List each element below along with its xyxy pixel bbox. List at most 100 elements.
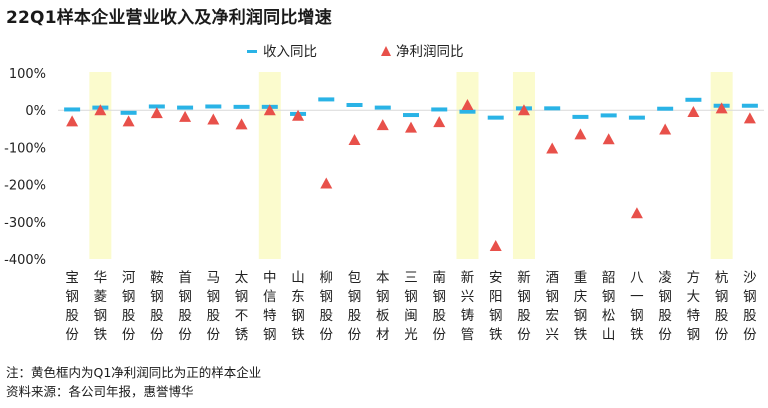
- revenue-point: [403, 113, 419, 118]
- profit-point: [433, 116, 446, 128]
- x-tick-char: 股: [65, 308, 79, 324]
- x-tick-char: 份: [432, 327, 446, 343]
- x-tick-char: 份: [658, 327, 672, 343]
- revenue-point: [487, 115, 504, 120]
- x-tick-char: 钢: [178, 289, 192, 305]
- revenue-point: [600, 113, 617, 118]
- revenue-point: [205, 104, 222, 109]
- x-tick-char: 钢: [743, 289, 757, 305]
- profit-point: [687, 106, 700, 118]
- x-tick-char: 沙: [743, 270, 757, 286]
- x-tick-char: 酒: [545, 270, 559, 286]
- x-tick-char: 钢: [404, 289, 418, 305]
- x-tick-char: 股: [432, 308, 446, 324]
- profit-point: [179, 110, 192, 122]
- profit-point: [715, 102, 728, 114]
- x-tick-char: 钢: [687, 327, 701, 343]
- x-tick-char: 钢: [65, 289, 79, 305]
- x-tick-char: 兴: [545, 327, 559, 343]
- profit-point: [207, 113, 220, 125]
- profit-point: [292, 109, 305, 121]
- legend-profit-label: 净利润同比: [396, 44, 464, 60]
- revenue-point: [64, 107, 81, 112]
- x-tick-char: 山: [291, 270, 305, 286]
- revenue-point: [431, 107, 448, 112]
- mark-layer: [64, 97, 758, 251]
- highlight-band: [258, 72, 281, 259]
- x-tick-char: 钢: [630, 308, 644, 324]
- x-tick-char: 钢: [658, 289, 672, 305]
- x-tick-char: 股: [122, 308, 136, 324]
- x-tick-char: 宝: [65, 270, 79, 286]
- revenue-point: [177, 105, 194, 110]
- profit-point: [546, 142, 559, 154]
- highlight-band: [456, 72, 479, 259]
- profit-point: [659, 123, 672, 135]
- axis-layer: 100%0%-100%-200%-300%-400%宝钢股份华菱钢铁河钢股份鞍钢…: [4, 67, 764, 343]
- x-tick-char: 份: [517, 327, 531, 343]
- x-tick-char: 信: [263, 289, 277, 305]
- x-tick-char: 钢: [517, 289, 531, 305]
- x-tick-char: 股: [517, 308, 531, 324]
- x-tick-char: 钢: [122, 289, 136, 305]
- x-tick-char: 股: [207, 308, 221, 324]
- x-tick-char: 钢: [376, 289, 390, 305]
- profit-point: [517, 104, 530, 116]
- revenue-point: [346, 102, 363, 107]
- x-tick-char: 铸: [461, 308, 475, 324]
- x-tick-char: 兴: [461, 289, 475, 305]
- profit-point: [320, 177, 333, 189]
- x-tick-char: 钢: [150, 289, 164, 305]
- x-tick-char: 钢: [602, 289, 616, 305]
- source-note: 资料来源：各公司年报，惠誉博华: [6, 384, 194, 399]
- x-tick-char: 马: [207, 270, 221, 286]
- x-tick-char: 山: [602, 327, 616, 343]
- x-tick-char: 股: [320, 308, 334, 324]
- x-tick-char: 股: [178, 308, 192, 324]
- x-tick-char: 八: [630, 270, 644, 286]
- x-tick-char: 钢: [207, 289, 221, 305]
- x-tick-char: 光: [404, 327, 418, 343]
- profit-point: [94, 104, 107, 116]
- legend-revenue-marker: [247, 50, 257, 53]
- revenue-point: [148, 104, 165, 109]
- x-tick-char: 材: [376, 327, 390, 343]
- x-tick-char: 铁: [489, 327, 503, 343]
- x-tick-char: 份: [207, 327, 221, 343]
- x-tick-char: 钢: [432, 289, 446, 305]
- x-tick-char: 份: [65, 327, 79, 343]
- highlight-band: [512, 72, 535, 259]
- profit-point: [235, 118, 248, 130]
- profit-point: [461, 98, 474, 110]
- legend: 收入同比 净利润同比: [247, 44, 464, 60]
- x-tick-char: 份: [150, 327, 164, 343]
- x-tick-char: 凌: [658, 270, 672, 286]
- x-tick-char: 太: [235, 270, 249, 286]
- revenue-point: [657, 106, 674, 111]
- y-tick-label: -400%: [4, 253, 46, 268]
- x-tick-char: 份: [320, 327, 334, 343]
- revenue-point: [685, 97, 702, 102]
- x-tick-char: 宏: [545, 308, 559, 324]
- revenue-point: [233, 104, 250, 109]
- x-tick-char: 钢: [320, 289, 334, 305]
- x-tick-char: 股: [715, 308, 729, 324]
- x-tick-char: 铁: [291, 327, 305, 343]
- x-tick-char: 首: [178, 270, 192, 286]
- chart: 100%0%-100%-200%-300%-400%宝钢股份华菱钢铁河钢股份鞍钢…: [4, 44, 764, 343]
